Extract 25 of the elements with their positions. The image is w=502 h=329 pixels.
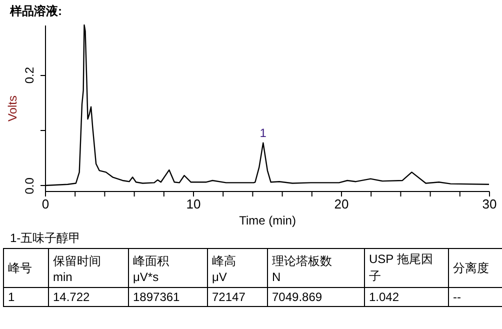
text: USP 拖尾因子	[364, 248, 448, 288]
y-axis-title: Volts	[6, 95, 20, 122]
text: 理论塔板数 N	[268, 248, 364, 288]
text: 1	[4, 288, 48, 306]
x-tick-label: 30	[482, 196, 497, 212]
x-tick-label: 0	[42, 196, 50, 212]
chart-title: 样品溶液:	[10, 3, 62, 20]
text: 1-五味子醇甲	[10, 230, 81, 247]
text: 7049.869	[268, 288, 364, 306]
x-tick-label: 20	[334, 196, 349, 212]
text: --	[448, 288, 502, 306]
x-tick-label: 10	[186, 196, 201, 212]
text: 分离度	[448, 248, 502, 288]
text: 峰高 μV	[208, 248, 268, 288]
annotation: 1	[260, 126, 267, 140]
text: 保留时间 min	[48, 248, 128, 288]
y-tick-label: 0.2	[22, 66, 36, 84]
text: 1897361	[128, 288, 208, 306]
x-axis-title: Time (min)	[239, 214, 296, 228]
text: 峰面积 μV*s	[128, 248, 208, 288]
text: 72147	[208, 288, 268, 306]
text: 1.042	[364, 288, 448, 306]
text: 峰号	[4, 248, 48, 288]
text: 14.722	[48, 288, 128, 306]
y-tick-label: 0.0	[22, 177, 36, 194]
